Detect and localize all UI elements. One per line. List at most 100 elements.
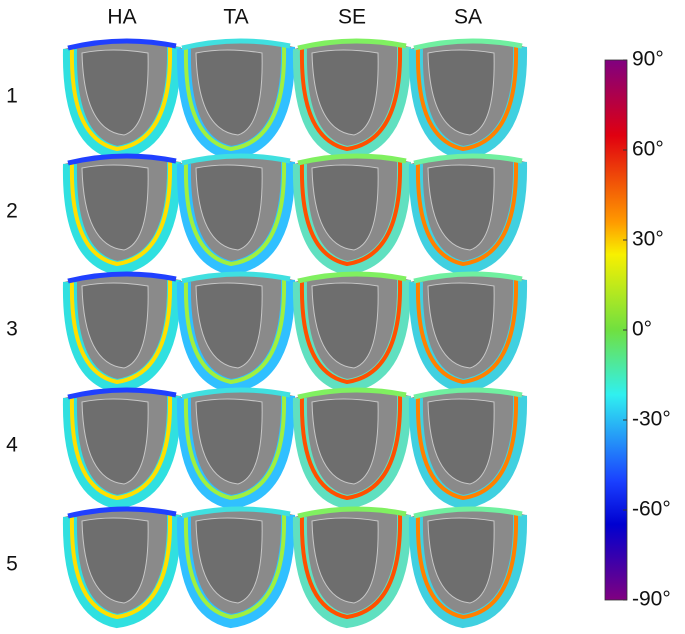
heart-band	[413, 506, 523, 519]
row-label: 2	[6, 200, 18, 223]
heart-inner	[311, 517, 379, 604]
heart-band	[69, 279, 173, 385]
heart-inner	[195, 164, 263, 251]
colorbar-tick-label: 0°	[632, 318, 652, 341]
heart-image	[62, 271, 182, 394]
heart-band	[176, 514, 296, 629]
heart-band	[299, 514, 403, 620]
colorbar-tick-label: -60°	[632, 498, 671, 521]
heart-band	[297, 153, 407, 166]
row-label: 5	[6, 553, 18, 576]
heart-band	[408, 395, 528, 510]
colorbar-tick-label: -90°	[632, 588, 671, 611]
heart-image	[62, 506, 182, 629]
heart-band	[415, 161, 519, 267]
heart-image	[408, 506, 528, 629]
heart-band	[292, 46, 412, 161]
heart-inner	[81, 282, 149, 369]
heart-image	[292, 387, 412, 510]
heart-band	[181, 38, 291, 51]
heart-band	[176, 279, 296, 394]
heart-image	[62, 38, 182, 161]
column-label: SE	[338, 6, 366, 29]
heart-band	[69, 46, 173, 152]
heart-inner	[427, 49, 495, 136]
colorbar-tick-label: 60°	[632, 138, 664, 161]
heart-inner	[195, 282, 263, 369]
heart-band	[183, 161, 287, 267]
heart-inner	[81, 49, 149, 136]
heart-band	[62, 514, 182, 629]
heart-band	[297, 38, 407, 51]
heart-image	[408, 38, 528, 161]
heart-band	[67, 38, 177, 51]
row-label: 1	[6, 85, 18, 108]
heart-band	[176, 395, 296, 510]
heart-band	[292, 161, 412, 276]
heart-band	[67, 387, 177, 400]
heart-band	[415, 514, 519, 620]
heart-band	[183, 514, 287, 620]
heart-band	[299, 161, 403, 267]
heart-inner	[81, 517, 149, 604]
heart-band	[67, 153, 177, 166]
row-label: 3	[6, 318, 18, 341]
heart-band	[69, 514, 173, 620]
heart-band	[413, 153, 523, 166]
heart-inner	[427, 164, 495, 251]
heart-image	[292, 38, 412, 161]
heart-band	[62, 161, 182, 276]
column-label: SA	[454, 6, 482, 29]
heart-band	[181, 153, 291, 166]
heart-band	[415, 46, 519, 152]
heart-band	[292, 395, 412, 510]
heart-inner	[427, 398, 495, 485]
heart-band	[408, 161, 528, 276]
heart-band	[413, 271, 523, 284]
heart-band	[297, 271, 407, 284]
heart-image	[176, 38, 296, 161]
heart-band	[183, 46, 287, 152]
heart-band	[183, 395, 287, 501]
colorbar-tick-label: 30°	[632, 228, 664, 251]
heart-image	[292, 506, 412, 629]
heart-image	[408, 271, 528, 394]
heart-band	[413, 38, 523, 51]
heart-band	[176, 161, 296, 276]
heart-image	[62, 153, 182, 276]
row-label: 4	[6, 434, 18, 457]
heart-image	[292, 271, 412, 394]
heart-inner	[81, 164, 149, 251]
heart-band	[413, 387, 523, 400]
heart-band	[299, 46, 403, 152]
heart-band	[62, 46, 182, 161]
heart-image	[292, 153, 412, 276]
heart-inner	[311, 282, 379, 369]
heart-inner	[311, 398, 379, 485]
heart-inner	[195, 517, 263, 604]
heart-band	[408, 514, 528, 629]
heart-band	[69, 161, 173, 267]
heart-band	[181, 506, 291, 519]
colorbar-tick-label: -30°	[632, 408, 671, 431]
heart-band	[415, 395, 519, 501]
column-label: TA	[223, 6, 248, 29]
heart-band	[408, 46, 528, 161]
heart-inner	[311, 49, 379, 136]
heart-band	[292, 514, 412, 629]
heart-inner	[427, 282, 495, 369]
heart-image	[408, 153, 528, 276]
heart-band	[415, 279, 519, 385]
heart-band	[176, 46, 296, 161]
heart-image	[62, 387, 182, 510]
heart-inner	[195, 398, 263, 485]
heart-band	[69, 395, 173, 501]
heart-inner	[195, 49, 263, 136]
heart-band	[299, 395, 403, 501]
heart-band	[299, 279, 403, 385]
heart-band	[62, 395, 182, 510]
heart-image	[176, 271, 296, 394]
heart-band	[181, 271, 291, 284]
heart-band	[297, 506, 407, 519]
